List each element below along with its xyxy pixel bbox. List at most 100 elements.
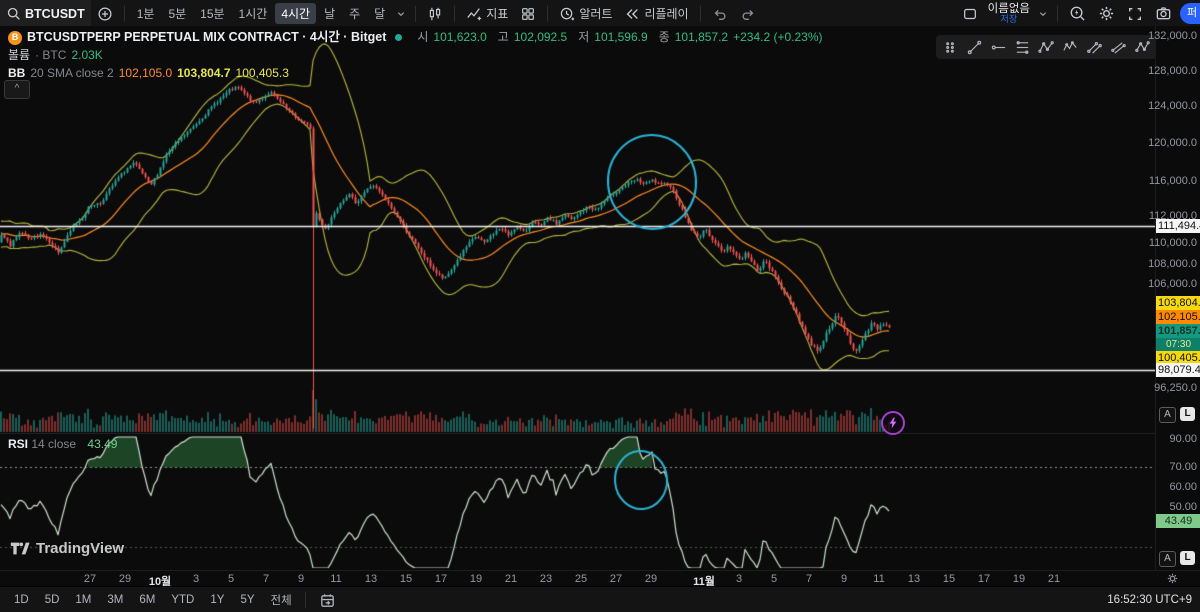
replay-button[interactable]: 리플레이 [618, 0, 694, 27]
legend-bb-row[interactable]: BB 20 SMA close 2 102,105.0 103,804.7 10… [8, 66, 823, 81]
timeframe-button-주[interactable]: 주 [349, 7, 361, 21]
undo-button[interactable] [706, 0, 734, 27]
time-label: 19 [1012, 573, 1026, 585]
legend-main-row[interactable]: B BTCUSDTPERP PERPETUAL MIX CONTRACT · 4… [8, 30, 823, 45]
rsi-tick: 50.00 [1169, 501, 1197, 513]
auto-scale-button[interactable]: A [1159, 551, 1176, 567]
timeframe-button-1분[interactable]: 1분 [136, 7, 155, 21]
search-icon [6, 6, 21, 21]
grid-layout-button[interactable] [514, 0, 542, 27]
timeframe-button-날[interactable]: 날 [324, 7, 336, 21]
volume-sub-label: · BTC [35, 48, 67, 62]
auto-scale-button[interactable]: A [1159, 407, 1176, 423]
range-button-1M[interactable]: 1M [75, 594, 92, 606]
time-axis[interactable]: 27 29 10월 3 5 7 9 11 13 15 17 19 21 23 25 27 29 11월 3 5 7 9 11… [0, 570, 1200, 588]
open-value: 101,623.0 [433, 30, 487, 44]
price-axis[interactable]: 132,000.0 128,000.0 124,000.0 120,000.0 116,… [1148, 26, 1200, 570]
plus-circle-icon [97, 6, 113, 22]
abcd-pattern-icon[interactable] [1131, 36, 1154, 58]
chart-style-button[interactable] [421, 0, 449, 27]
toolbar-separator [699, 5, 701, 22]
layout-name: 이름없음 [987, 2, 1030, 15]
redo-button[interactable] [734, 0, 762, 27]
time-label: 11월 [693, 576, 715, 588]
price-tick: 116,000.0 [1148, 175, 1197, 187]
range-button-6M[interactable]: 6M [139, 594, 156, 606]
fib-retracement-icon[interactable] [1011, 36, 1034, 58]
price-badge-yellow: 103,804.7 [1156, 296, 1200, 310]
timeframe-button-1시간[interactable]: 1시간 [238, 7, 268, 21]
time-label: 17 [977, 573, 991, 585]
time-label: 7 [805, 573, 813, 585]
price-badge-white: 111,494.4 [1156, 219, 1200, 233]
layout-menu-button[interactable] [1034, 0, 1052, 27]
rsi-legend[interactable]: RSI 14 close 43.49 [8, 437, 117, 451]
price-chart-canvas[interactable] [0, 26, 1155, 570]
time-label: 3 [192, 573, 200, 585]
elliott-wave-icon[interactable] [1059, 36, 1082, 58]
quick-search-button[interactable] [1063, 0, 1092, 27]
rsi-tick: 90.00 [1169, 433, 1197, 445]
range-button-5D[interactable]: 5D [44, 594, 60, 606]
alert-label: 알러트 [579, 7, 613, 21]
publish-button[interactable]: 퍼 [1180, 3, 1200, 24]
parallel-channel-icon[interactable] [1107, 36, 1130, 58]
horizontal-ray-icon[interactable] [987, 36, 1010, 58]
range-group: 1D 5D 1M 3M 6M YTD 1Y 5Y 전체 [6, 590, 300, 610]
price-badge-orange: 102,105.0 [1156, 310, 1200, 324]
log-scale-button[interactable]: L [1180, 407, 1195, 421]
range-button-1D[interactable]: 1D [14, 594, 29, 606]
screenshot-button[interactable] [1149, 0, 1178, 27]
time-label: 9 [840, 573, 848, 585]
compare-add-button[interactable] [91, 0, 119, 27]
log-scale-button[interactable]: L [1180, 551, 1195, 565]
range-button-1Y[interactable]: 1Y [210, 594, 225, 606]
range-button-5Y[interactable]: 5Y [240, 594, 255, 606]
symbol-search-button[interactable]: BTCUSDT [0, 0, 91, 27]
pane-divider[interactable] [0, 433, 1200, 434]
settings-button[interactable] [1092, 0, 1121, 27]
time-label: 21 [1047, 573, 1061, 585]
indicators-label: 지표 [486, 7, 509, 21]
timeframe-button-4시간[interactable]: 4시간 [275, 3, 317, 24]
legend-collapse-button[interactable]: ^ [4, 80, 30, 99]
bb-basis-value: 102,105.0 [118, 66, 173, 80]
time-label: 21 [504, 573, 518, 585]
time-label: 29 [644, 573, 658, 585]
boost-lightning-button[interactable] [881, 411, 905, 435]
drag-handle [939, 36, 962, 58]
indicators-button[interactable]: 지표 [460, 0, 514, 27]
bitcoin-coin-icon: B [8, 30, 22, 45]
layout-save-button[interactable]: 이름없음 저장 [984, 2, 1034, 24]
timeframe-button-5분[interactable]: 5분 [168, 7, 187, 21]
tradingview-watermark[interactable]: TradingView [10, 540, 124, 557]
toolbar-right-tools: 이름없음 저장 [956, 0, 1200, 27]
undo-icon [712, 6, 728, 22]
change-value: +234.2 (+0.23%) [733, 30, 823, 44]
goto-date-button[interactable] [311, 590, 344, 611]
fib-channel-icon[interactable] [1083, 36, 1106, 58]
time-label: 9 [297, 573, 305, 585]
axis-settings-gear-icon[interactable] [1166, 572, 1179, 585]
timeframe-expand-button[interactable] [392, 0, 410, 27]
xabcd-pattern-icon[interactable] [1035, 36, 1058, 58]
trend-line-icon[interactable] [963, 36, 986, 58]
session-clock[interactable]: 16:52:30 UTC+9 [1107, 594, 1192, 606]
legend-volume-row[interactable]: 볼륨 · BTC 2.03K [8, 48, 823, 63]
range-button-YTD[interactable]: YTD [171, 594, 195, 606]
timeframe-button-달[interactable]: 달 [374, 7, 386, 21]
bb-name: BB [8, 66, 26, 80]
timeframe-button-15분[interactable]: 15분 [200, 7, 225, 21]
time-label: 13 [364, 573, 378, 585]
fullscreen-button[interactable] [1121, 0, 1149, 27]
replay-label: 리플레이 [644, 7, 689, 21]
range-button-3M[interactable]: 3M [107, 594, 124, 606]
time-label: 5 [770, 573, 778, 585]
bb-params: 20 SMA close 2 [30, 66, 114, 80]
close-value: 101,857.2 [674, 30, 729, 44]
alert-button[interactable]: 알러트 [553, 0, 618, 27]
grid-layout-icon [520, 6, 536, 22]
time-label: 25 [574, 573, 588, 585]
range-button-전체[interactable]: 전체 [270, 595, 292, 607]
layout-select-button[interactable] [956, 0, 984, 27]
